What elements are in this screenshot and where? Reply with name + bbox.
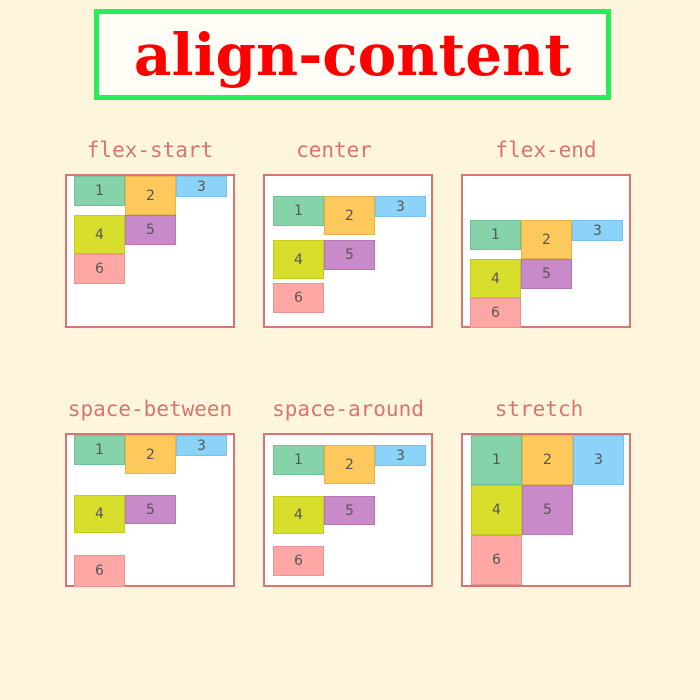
label-stretch: stretch xyxy=(494,397,584,421)
label-flex-start: flex-start xyxy=(86,138,214,162)
title-box: align-content xyxy=(94,9,611,100)
flex-item-3: 3 xyxy=(375,445,426,466)
flex-item-5: 5 xyxy=(521,259,572,289)
flex-item-5: 5 xyxy=(125,215,176,245)
panel-space-between: 1 2 3 4 5 6 xyxy=(65,433,235,587)
flex-item-2: 2 xyxy=(324,196,375,235)
flex-item-5: 5 xyxy=(324,496,375,525)
label-space-around: space-around xyxy=(272,397,424,421)
flex-item-4: 4 xyxy=(74,215,125,254)
flex-item-4: 4 xyxy=(273,240,324,279)
flex-item-3: 3 xyxy=(176,176,227,197)
panel-stretch: 1 2 3 4 5 6 xyxy=(461,433,631,587)
panel-flex-end: 1 2 3 4 5 6 xyxy=(461,174,631,328)
label-flex-end: flex-end xyxy=(495,138,597,162)
panel-space-around: 1 2 3 4 5 6 xyxy=(263,433,433,587)
flex-item-2: 2 xyxy=(522,435,573,485)
flex-item-5: 5 xyxy=(324,240,375,270)
flex-item-4: 4 xyxy=(74,495,125,533)
flex-item-1: 1 xyxy=(74,176,125,206)
label-space-between: space-between xyxy=(67,397,233,421)
flex-item-3: 3 xyxy=(573,435,624,485)
flex-item-2: 2 xyxy=(521,220,572,259)
flex-item-6: 6 xyxy=(470,298,521,328)
flex-item-6: 6 xyxy=(273,283,324,313)
flex-item-6: 6 xyxy=(74,254,125,284)
flex-item-6: 6 xyxy=(471,535,522,585)
flex-item-2: 2 xyxy=(324,445,375,484)
flex-item-2: 2 xyxy=(125,176,176,215)
flex-item-4: 4 xyxy=(471,485,522,535)
flex-item-6: 6 xyxy=(273,546,324,576)
flex-item-6: 6 xyxy=(74,555,125,587)
flex-item-5: 5 xyxy=(522,485,573,535)
flex-item-3: 3 xyxy=(572,220,623,241)
flex-item-4: 4 xyxy=(470,259,521,298)
flex-item-2: 2 xyxy=(125,435,176,474)
flex-item-3: 3 xyxy=(176,435,227,456)
page-title: align-content xyxy=(133,20,572,89)
flex-item-1: 1 xyxy=(273,445,324,475)
flex-item-1: 1 xyxy=(471,435,522,485)
panel-center: 1 2 3 4 5 6 xyxy=(263,174,433,328)
panel-flex-start: 1 2 3 4 5 6 xyxy=(65,174,235,328)
flex-item-3: 3 xyxy=(375,196,426,217)
flex-item-5: 5 xyxy=(125,495,176,524)
label-center: center xyxy=(296,138,372,162)
flex-item-1: 1 xyxy=(470,220,521,250)
flex-item-1: 1 xyxy=(74,435,125,465)
flex-item-1: 1 xyxy=(273,196,324,226)
flex-item-4: 4 xyxy=(273,496,324,534)
